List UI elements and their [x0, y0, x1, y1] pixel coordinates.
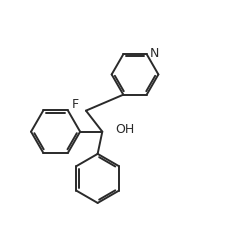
- Text: OH: OH: [115, 123, 134, 136]
- Text: F: F: [72, 98, 79, 111]
- Text: N: N: [149, 46, 159, 60]
